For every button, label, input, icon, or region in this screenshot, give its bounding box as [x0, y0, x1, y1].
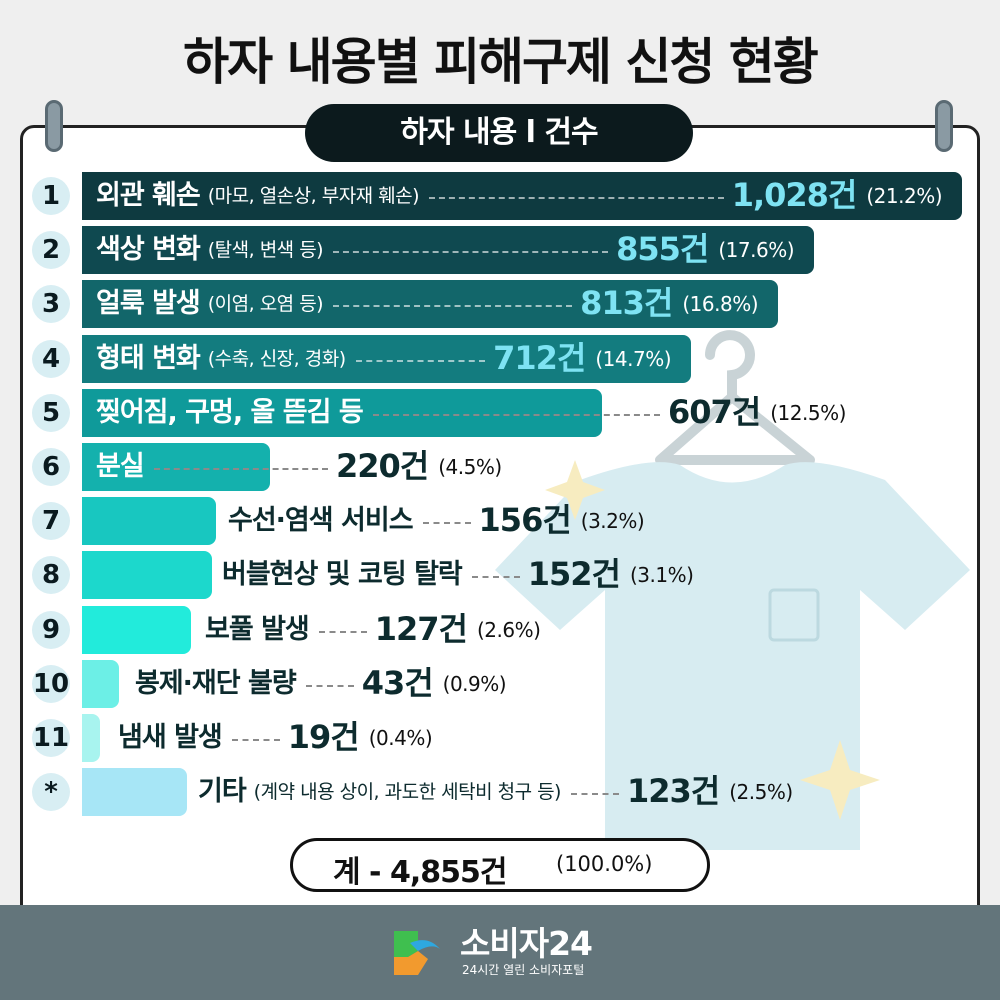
rank-badge: 6 — [32, 448, 70, 486]
bar-value-count: 152건 — [527, 555, 621, 594]
bar-value-count: 156건 — [478, 501, 572, 540]
bar-label: 형태 변화 — [96, 342, 201, 374]
bar-value-percent: (2.6%) — [476, 617, 541, 642]
bar-value-count: 220건 — [336, 447, 429, 485]
bar — [82, 443, 270, 491]
total-pill: 계 - 4,855건 (100.0%) — [290, 838, 710, 892]
leader-line — [153, 468, 328, 470]
bar — [82, 226, 814, 275]
bar-label: 봉제·재단 불량 — [135, 667, 297, 699]
bar-label: 수선·염색 서비스 — [228, 505, 414, 537]
rank-badge: 11 — [32, 719, 70, 757]
bar-value-count: 855건 — [616, 230, 709, 269]
rank-badge: 4 — [32, 339, 70, 378]
leader-line — [372, 413, 660, 416]
bar-label: 버블현상 및 코팅 탈락 — [222, 559, 463, 591]
brand-tagline: 24시간 열린 소비자포털 — [462, 963, 585, 977]
leader-line — [570, 793, 619, 796]
page-title: 하자 내용별 피해구제 신청 현황 — [183, 33, 819, 91]
bar-label-detail: (마모, 열손상, 부자재 훼손) — [207, 185, 420, 207]
bar — [82, 714, 100, 762]
bar — [82, 659, 119, 708]
bar-value-percent: (17.6%) — [718, 238, 794, 263]
leader-line — [422, 522, 471, 525]
rank-badge: 3 — [32, 285, 70, 324]
bar-value-percent: (16.8%) — [682, 292, 758, 317]
chart-subtitle: 하자 내용 l 건수 — [305, 104, 693, 162]
bar-value-percent: (3.2%) — [580, 509, 645, 534]
bar-value-count: 1,028건 — [731, 176, 858, 214]
bar-label: 찢어짐, 구멍, 올 뜯김 등 — [96, 396, 364, 428]
bar-value-percent: (4.5%) — [438, 455, 502, 479]
bar-label-detail: (탈색, 변색 등) — [207, 239, 324, 262]
rank-badge: 2 — [32, 231, 70, 270]
bar-label: 얼룩 발생 — [96, 288, 201, 320]
rank-badge: 1 — [32, 177, 70, 215]
bar-label: 냄새 발생 — [118, 722, 223, 753]
board-clip-left — [45, 100, 63, 152]
leader-line — [318, 630, 367, 633]
rank-badge: 7 — [32, 502, 70, 541]
bar-value-count: 123건 — [626, 772, 720, 811]
bar-value-count: 813건 — [580, 284, 673, 323]
bar — [82, 280, 778, 329]
bar-value-count: 43건 — [361, 663, 434, 702]
bar — [82, 497, 216, 546]
rank-badge: 10 — [32, 664, 70, 703]
bar-value-percent: (21.2%) — [866, 184, 942, 208]
bar — [82, 768, 187, 817]
brand-name: 소비자24 — [460, 924, 593, 963]
bar-value-percent: (0.4%) — [368, 726, 433, 750]
bar — [82, 388, 602, 437]
bar-label-detail: (이염, 오염 등) — [207, 293, 324, 316]
rank-badge: 5 — [32, 393, 70, 432]
bar-label: 분실 — [96, 451, 145, 482]
bar-value-count: 607건 — [668, 392, 761, 431]
leader-line — [471, 576, 520, 579]
shirt-hanger-illustration — [495, 330, 970, 850]
bar-value-percent: (3.1%) — [629, 563, 694, 588]
leader-line — [231, 739, 280, 741]
bar-label: 외관 훼손 — [96, 180, 201, 211]
bar-value-count: 19건 — [287, 718, 360, 756]
leader-line — [333, 305, 573, 308]
board-clip-right — [935, 100, 953, 152]
bar-label-detail: (계약 내용 상이, 과도한 세탁비 청구 등) — [253, 781, 562, 804]
bar-value-percent: (14.7%) — [595, 346, 671, 371]
bar-value-count: 712건 — [493, 338, 586, 377]
bar-value-percent: (12.5%) — [770, 400, 846, 425]
rank-badge: 9 — [32, 610, 70, 649]
bar-value-count: 127건 — [374, 609, 468, 648]
leader-line — [355, 359, 486, 362]
rank-badge: * — [32, 773, 70, 812]
bar — [82, 334, 691, 383]
bar-label: 색상 변화 — [96, 234, 201, 266]
total-label: 계 - 4,855건 — [333, 855, 507, 890]
bar — [82, 172, 962, 220]
total-percent: (100.0%) — [556, 852, 653, 876]
leader-line — [429, 197, 724, 199]
footer: 소비자24 24시간 열린 소비자포털 — [0, 905, 1000, 1000]
leader-line — [333, 251, 609, 254]
rank-badge: 8 — [32, 556, 70, 595]
bar-value-percent: (0.9%) — [442, 671, 507, 696]
brand-logo-icon — [394, 931, 440, 975]
leader-line — [305, 684, 354, 687]
bar-label: 기타 — [198, 776, 247, 808]
bar — [82, 605, 191, 654]
bar-label-detail: (수축, 신장, 경화) — [207, 347, 346, 370]
bar — [82, 551, 212, 600]
bar-value-percent: (2.5%) — [729, 780, 793, 805]
bar-label: 보풀 발생 — [205, 613, 310, 645]
